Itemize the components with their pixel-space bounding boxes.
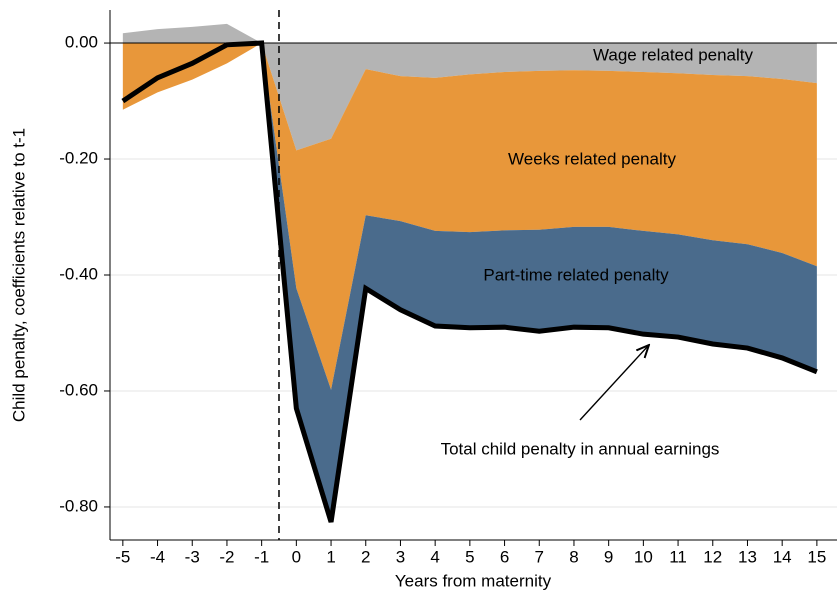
- y-tick-label: 0.00: [65, 33, 98, 52]
- x-tick-label: 9: [604, 547, 613, 566]
- x-tick-label: 13: [738, 547, 757, 566]
- y-tick-label: -0.40: [59, 264, 98, 283]
- x-tick-label: -5: [115, 547, 130, 566]
- x-tick-label: 0: [292, 547, 301, 566]
- y-tick-label: -0.60: [59, 380, 98, 399]
- y-tick-label: -0.80: [59, 496, 98, 515]
- series-label: Part-time related penalty: [483, 265, 669, 284]
- x-tick-label: -1: [254, 547, 269, 566]
- x-tick-label: -4: [150, 547, 165, 566]
- area: [122, 43, 817, 390]
- x-tick-label: 4: [430, 547, 439, 566]
- y-axis-label: Child penalty, coefficients relative to …: [9, 128, 28, 422]
- line: [121, 40, 818, 523]
- x-tick-label: 8: [569, 547, 578, 566]
- x-tick-label: 14: [773, 547, 792, 566]
- series-label: Wage related penalty: [593, 45, 754, 64]
- series-label: Total child penalty in annual earnings: [441, 439, 720, 458]
- area: [122, 23, 817, 151]
- x-tick-label: 2: [361, 547, 370, 566]
- x-tick-label: 15: [807, 547, 826, 566]
- series-label: Weeks related penalty: [508, 149, 676, 168]
- x-tick-label: 7: [535, 547, 544, 566]
- x-tick-label: 11: [669, 547, 687, 566]
- y-tick-label: -0.20: [59, 149, 98, 168]
- x-tick-label: 5: [465, 547, 474, 566]
- overlay: 0.00-0.20-0.40-0.60-0.80-5 -4 -3 -2 -1 0 1 2 3 4 5…: [59, 10, 837, 566]
- x-axis-label: Years from maternity: [395, 571, 552, 590]
- x-tick-label: 10: [634, 547, 653, 566]
- x-tick-label: 12: [703, 547, 722, 566]
- x-tick-label: 1: [326, 547, 335, 566]
- x-tick-label: 3: [396, 547, 405, 566]
- x-tick-label: -3: [185, 547, 200, 566]
- x-tick-label: 6: [500, 547, 509, 566]
- x-tick-label: -2: [219, 547, 234, 566]
- annotation-arrow: [579, 346, 648, 421]
